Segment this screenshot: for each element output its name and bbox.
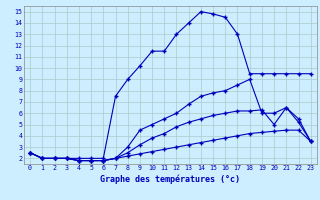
X-axis label: Graphe des températures (°c): Graphe des températures (°c) — [100, 174, 240, 184]
